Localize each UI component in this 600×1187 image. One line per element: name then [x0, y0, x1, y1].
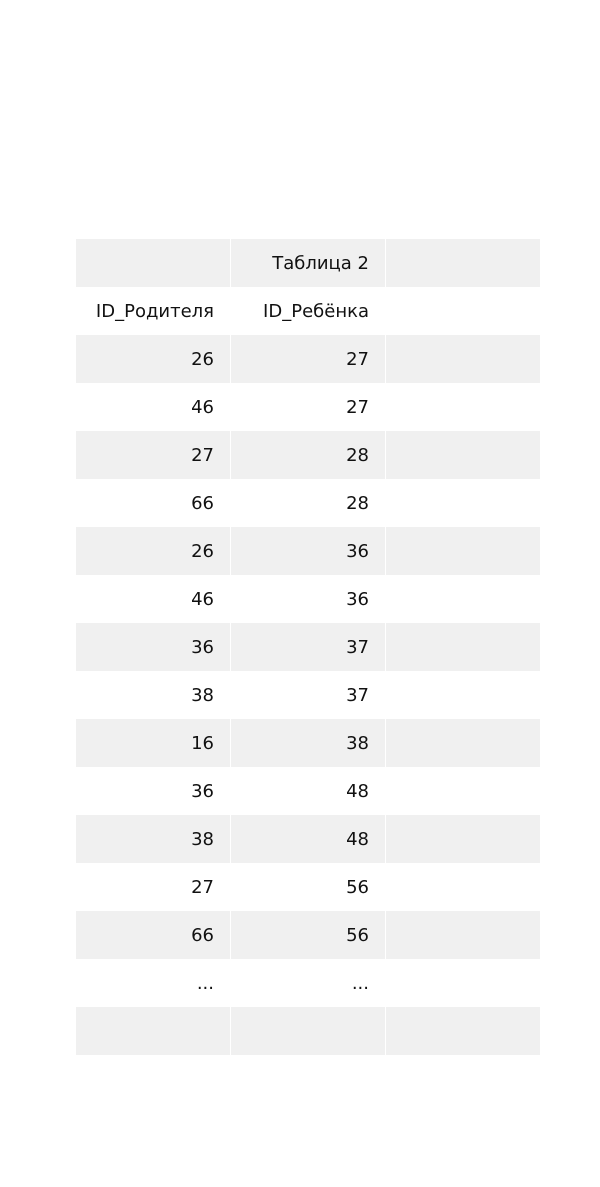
cell-child-id: 48 — [230, 767, 386, 815]
empty-cell — [230, 1007, 386, 1055]
table-empty-row — [75, 1007, 541, 1055]
table-header-row: ID_Родителя ID_Ребёнка — [75, 287, 541, 335]
cell-child-id: 48 — [230, 815, 386, 863]
table-row: 27 28 — [75, 431, 541, 479]
header-parent-id: ID_Родителя — [75, 287, 231, 335]
empty-cell — [385, 719, 541, 767]
cell-parent-id: 66 — [75, 911, 231, 959]
cell-child-id: 28 — [230, 431, 386, 479]
cell-child-id: 37 — [230, 623, 386, 671]
empty-cell — [385, 479, 541, 527]
cell-child-id: 56 — [230, 863, 386, 911]
empty-cell — [385, 239, 541, 287]
table-row: 26 36 — [75, 527, 541, 575]
table-row: 27 56 — [75, 863, 541, 911]
cell-parent-id: 27 — [75, 431, 231, 479]
table-row: ...... — [75, 959, 541, 1007]
cell-parent-id: 26 — [75, 335, 231, 383]
empty-cell — [385, 527, 541, 575]
header-child-id: ID_Ребёнка — [230, 287, 386, 335]
cell-parent-id: 38 — [75, 671, 231, 719]
table-row: 26 27 — [75, 335, 541, 383]
empty-cell — [385, 863, 541, 911]
table-row: 36 48 — [75, 767, 541, 815]
table-row: 46 36 — [75, 575, 541, 623]
table-body: Таблица 2 ID_Родителя ID_Ребёнка 26 27 46 2… — [75, 239, 541, 1055]
cell-child-id: 37 — [230, 671, 386, 719]
empty-cell — [385, 575, 541, 623]
empty-cell — [385, 623, 541, 671]
table-row: 46 27 — [75, 383, 541, 431]
table-row: 36 37 — [75, 623, 541, 671]
cell-parent-id: 27 — [75, 863, 231, 911]
cell-child-id: 27 — [230, 335, 386, 383]
empty-cell — [385, 671, 541, 719]
table-title-row: Таблица 2 — [75, 239, 541, 287]
cell-parent-id: ... — [75, 959, 231, 1007]
cell-child-id: 27 — [230, 383, 386, 431]
cell-parent-id: 46 — [75, 575, 231, 623]
cell-parent-id: 66 — [75, 479, 231, 527]
table-title: Таблица 2 — [230, 239, 386, 287]
cell-parent-id: 36 — [75, 623, 231, 671]
table-row: 38 37 — [75, 671, 541, 719]
table-row: 38 48 — [75, 815, 541, 863]
empty-cell — [385, 1007, 541, 1055]
empty-cell — [385, 431, 541, 479]
empty-cell — [385, 767, 541, 815]
cell-child-id: 56 — [230, 911, 386, 959]
empty-cell — [385, 911, 541, 959]
cell-child-id: 28 — [230, 479, 386, 527]
table-row: 16 38 — [75, 719, 541, 767]
cell-parent-id: 46 — [75, 383, 231, 431]
cell-parent-id: 38 — [75, 815, 231, 863]
cell-child-id: ... — [230, 959, 386, 1007]
table-row: 66 28 — [75, 479, 541, 527]
cell-child-id: 36 — [230, 527, 386, 575]
relationship-table: Таблица 2 ID_Родителя ID_Ребёнка 26 27 46 2… — [75, 239, 541, 1055]
empty-cell — [385, 959, 541, 1007]
empty-cell — [75, 1007, 231, 1055]
empty-cell — [385, 383, 541, 431]
cell-parent-id: 26 — [75, 527, 231, 575]
empty-cell — [75, 239, 231, 287]
empty-cell — [385, 335, 541, 383]
table-row: 66 56 — [75, 911, 541, 959]
empty-cell — [385, 815, 541, 863]
cell-parent-id: 16 — [75, 719, 231, 767]
cell-child-id: 38 — [230, 719, 386, 767]
cell-child-id: 36 — [230, 575, 386, 623]
cell-parent-id: 36 — [75, 767, 231, 815]
empty-cell — [385, 287, 541, 335]
